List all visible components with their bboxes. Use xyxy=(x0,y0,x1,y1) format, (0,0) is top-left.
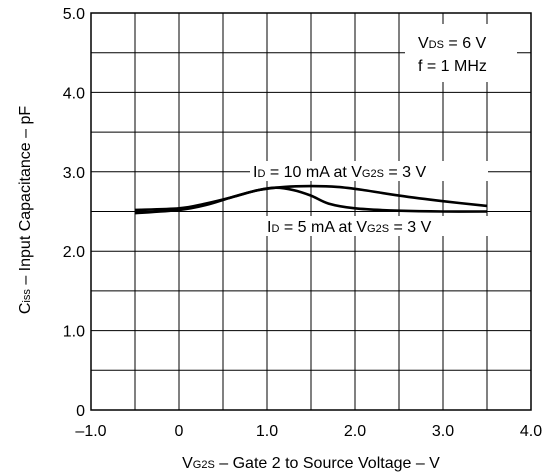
series-10ma-curve xyxy=(134,184,488,215)
annotation-frequency: f = 1 MHz xyxy=(418,58,487,75)
y-tick-label: 5.0 xyxy=(63,6,85,23)
x-tick-label: 4.0 xyxy=(520,423,542,440)
x-tick-label: –1.0 xyxy=(75,423,106,440)
series-label-5ma: ID = 5 mA at VG2S = 3 V xyxy=(264,216,490,236)
y-tick-label: 4.0 xyxy=(63,85,85,102)
series-label-5ma-text: ID = 5 mA at VG2S = 3 V xyxy=(267,219,432,236)
series-layer xyxy=(134,184,488,215)
tick-labels: –1.0 0 1.0 2.0 3.0 4.0 0 1.0 2.0 3.0 4.0 5.0 xyxy=(63,6,542,440)
x-tick-label: 2.0 xyxy=(344,423,366,440)
y-tick-label: 0 xyxy=(76,403,85,420)
x-axis-title: VG2S – Gate 2 to Source Voltage – V xyxy=(182,455,440,472)
x-tick-label: 1.0 xyxy=(256,423,278,440)
annotation-background xyxy=(405,24,517,82)
series-label-10ma-text: ID = 10 mA at VG2S = 3 V xyxy=(253,164,427,181)
y-tick-label: 1.0 xyxy=(63,324,85,341)
series-5ma-curve xyxy=(134,186,488,213)
annotation-vds: VDS = 6 V xyxy=(418,35,487,52)
annotation: VDS = 6 V f = 1 MHz xyxy=(405,24,517,82)
series-label-5ma-background xyxy=(264,216,490,236)
y-axis-title: Ciss – Input Capacitance – pF xyxy=(17,106,34,314)
plot-frame xyxy=(90,12,532,411)
y-tick-label: 3.0 xyxy=(63,165,85,182)
x-tick-label: 0 xyxy=(175,423,184,440)
x-tick-label: 3.0 xyxy=(432,423,454,440)
series-label-10ma: ID = 10 mA at VG2S = 3 V xyxy=(250,161,488,181)
y-tick-label: 2.0 xyxy=(63,244,85,261)
series-label-10ma-background xyxy=(250,161,488,181)
